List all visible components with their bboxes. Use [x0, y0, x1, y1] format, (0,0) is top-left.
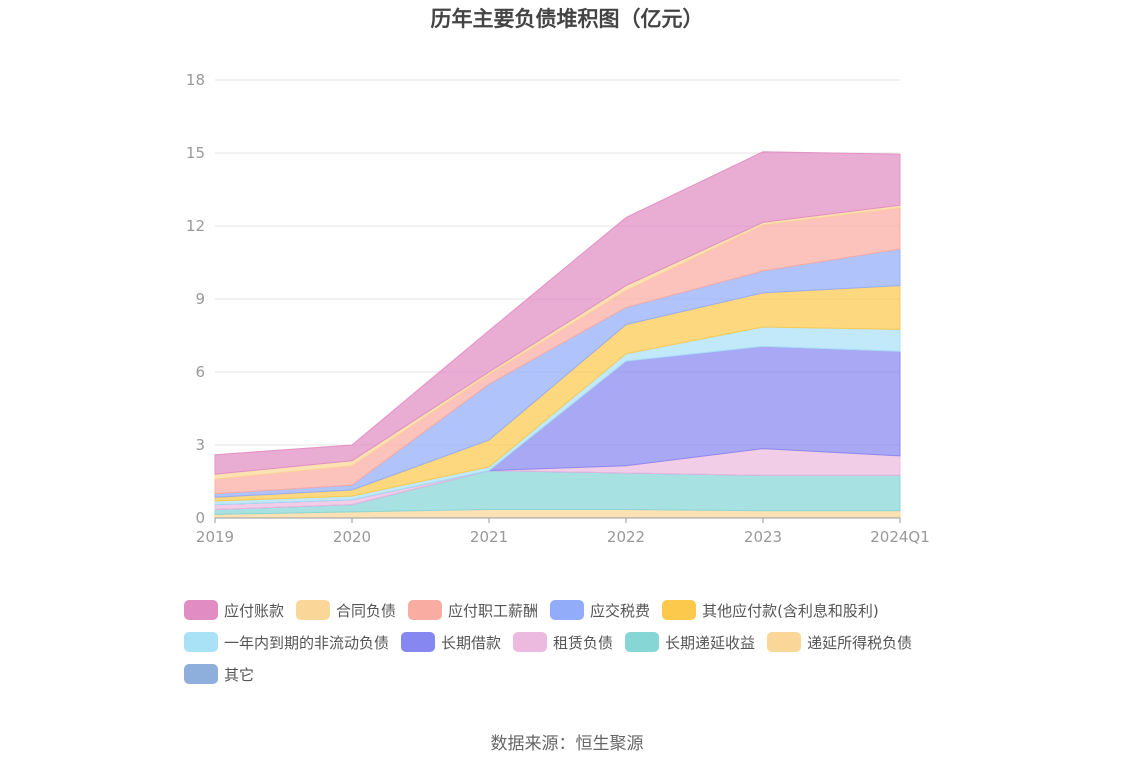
- legend-item[interactable]: 应付账款: [184, 600, 284, 620]
- stacked-area-chart: 0 3 6 9 12 15 18 2019 2020 2021 2022 2023 2024Q1: [186, 71, 930, 546]
- legend-label: 长期递延收益: [665, 633, 756, 652]
- legend-swatch: [550, 600, 585, 620]
- legend-label: 其他应付款(含利息和股利): [702, 601, 879, 620]
- legend-swatch: [184, 632, 218, 652]
- legend-label: 长期借款: [441, 633, 502, 652]
- y-tick-label: 0: [195, 509, 205, 527]
- y-tick-label: 15: [186, 144, 205, 162]
- x-tick-label: 2023: [744, 528, 782, 546]
- legend-swatch: [401, 632, 436, 652]
- legend-item[interactable]: 其它: [184, 664, 254, 684]
- y-tick-label: 9: [195, 290, 205, 308]
- x-tick-label: 2020: [333, 528, 371, 546]
- legend-item[interactable]: 应付职工薪酬: [408, 600, 538, 620]
- legend-swatch: [296, 600, 331, 620]
- y-tick-label: 3: [195, 436, 205, 454]
- x-tick-label: 2019: [196, 528, 234, 546]
- legend-label: 递延所得税负债: [807, 633, 913, 652]
- y-tick-label: 18: [186, 71, 205, 89]
- legend-label: 一年内到期的非流动负债: [224, 633, 390, 652]
- legend-item[interactable]: 递延所得税负债: [767, 632, 912, 652]
- chart-title: 历年主要负债堆积图（亿元）: [430, 7, 704, 31]
- legend-label: 租赁负债: [553, 633, 614, 652]
- legend-swatch: [184, 600, 218, 620]
- y-tick-label: 12: [186, 217, 205, 235]
- legend-label: 应付账款: [224, 601, 285, 620]
- x-tick-label: 2024Q1: [870, 528, 930, 546]
- legend-swatch: [184, 664, 218, 684]
- legend-item[interactable]: 长期借款: [401, 632, 501, 652]
- legend-item[interactable]: 租赁负债: [513, 632, 613, 652]
- axis-layer: 0 3 6 9 12 15 18 2019 2020 2021 2022 2023 2024Q1: [186, 71, 930, 546]
- legend-swatch: [662, 600, 697, 620]
- data-source: 数据来源：恒生聚源: [490, 734, 644, 754]
- legend-item[interactable]: 合同负债: [296, 600, 396, 620]
- legend-item[interactable]: 一年内到期的非流动负债: [184, 632, 389, 652]
- legend-label: 其它: [224, 665, 255, 684]
- legend-swatch: [513, 632, 548, 652]
- legend-item[interactable]: 长期递延收益: [625, 632, 755, 652]
- x-tick-label: 2021: [470, 528, 508, 546]
- legend-swatch: [408, 600, 443, 620]
- legend-label: 合同负债: [336, 601, 397, 620]
- x-tick-label: 2022: [607, 528, 645, 546]
- legend-swatch: [625, 632, 660, 652]
- area-layer: [214, 151, 901, 519]
- y-tick-label: 6: [195, 363, 205, 381]
- legend-label: 应交税费: [590, 601, 651, 620]
- chart-legend: 应付账款 合同负债 应付职工薪酬 应交税费 其他应付款(含利息和股利) 一年内到期的非流动…: [184, 600, 984, 684]
- legend-item[interactable]: 应交税费: [550, 600, 650, 620]
- legend-item[interactable]: 其他应付款(含利息和股利): [662, 600, 879, 620]
- legend-label: 应付职工薪酬: [448, 601, 539, 620]
- legend-swatch: [767, 632, 802, 652]
- area-series-11[interactable]: [214, 151, 901, 475]
